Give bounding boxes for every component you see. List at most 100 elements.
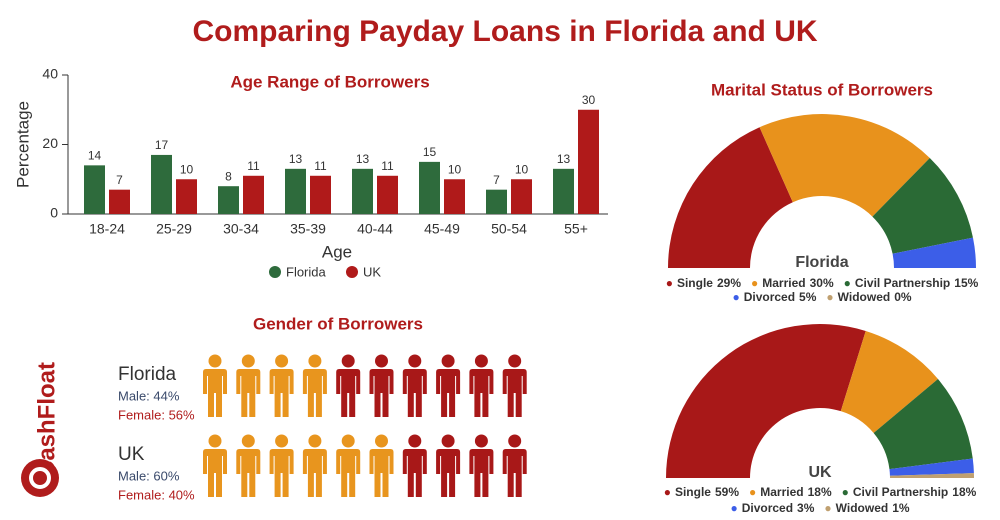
chart-title: Gender of Borrowers — [253, 314, 423, 333]
icon-head — [341, 434, 355, 448]
person-icon — [369, 354, 394, 417]
data-label: 10 — [180, 162, 194, 176]
data-label: 11 — [247, 159, 260, 173]
data-label: 8 — [225, 169, 232, 183]
bar — [578, 109, 599, 214]
icon-head — [275, 354, 289, 368]
icon-head — [241, 354, 255, 368]
icon-body — [236, 369, 261, 417]
y-tick-label: 40 — [42, 66, 58, 82]
person-icon — [436, 354, 461, 417]
x-tick-label: 30-34 — [223, 221, 259, 237]
icon-body — [402, 369, 427, 417]
icon-body — [336, 449, 361, 497]
icon-head — [275, 434, 289, 448]
icon-head — [308, 354, 322, 368]
icon-head — [508, 354, 522, 368]
donut-segment — [872, 158, 973, 254]
icon-head — [375, 434, 388, 448]
icon-body — [203, 449, 227, 497]
donut-segment — [840, 330, 938, 433]
group-label: Florida — [118, 364, 177, 385]
icon-body — [203, 369, 227, 417]
data-label: 30 — [582, 93, 596, 107]
person-icon — [402, 434, 427, 497]
data-label: 17 — [155, 138, 169, 152]
donut-segment — [668, 127, 793, 268]
bar — [84, 165, 105, 214]
legend-row: ● Single 59% ● Married 18% ● Civil Partnership 1… — [664, 485, 977, 499]
bar — [511, 179, 532, 214]
icon-body — [436, 369, 461, 417]
data-label: 11 — [314, 159, 327, 173]
data-label: 14 — [88, 149, 102, 163]
icon-head — [208, 354, 222, 368]
bar — [486, 189, 507, 214]
bar — [377, 175, 398, 214]
legend-marker: ● — [844, 276, 851, 290]
y-axis-label: Percentage — [13, 101, 32, 188]
center-label: Florida — [795, 254, 848, 271]
bar — [419, 161, 440, 214]
icon-body — [336, 369, 361, 417]
legend-marker: ● — [749, 485, 756, 499]
legend-label: Widowed — [838, 290, 891, 304]
legend-label: Divorced — [744, 290, 795, 304]
icon-head — [474, 434, 488, 448]
legend-label: Single — [677, 276, 713, 290]
legend-row: ● Divorced 3% ● Widowed 1% — [730, 501, 909, 515]
bar — [310, 175, 331, 214]
legend-label: UK — [363, 264, 381, 279]
legend-value: 29% — [717, 276, 741, 290]
x-tick-label: 25-29 — [156, 221, 192, 237]
donut-segment — [873, 379, 973, 470]
icon-body — [302, 369, 327, 417]
bar — [352, 168, 373, 214]
legend-marker: ● — [730, 501, 737, 515]
data-label: 10 — [448, 162, 462, 176]
data-label: 13 — [289, 152, 303, 166]
legend-label: Florida — [286, 264, 327, 279]
person-icon — [469, 354, 494, 417]
bar — [151, 154, 172, 214]
legend-value: 0% — [894, 290, 912, 304]
legend-marker — [346, 266, 358, 278]
person-icon — [269, 354, 294, 417]
group-label: UK — [118, 444, 145, 465]
person-icon — [302, 434, 327, 497]
icon-body — [436, 449, 461, 497]
icon-body — [469, 369, 494, 417]
chart-title: Marital Status of Borrowers — [711, 80, 933, 99]
donut-segment — [892, 237, 976, 268]
person-icon — [236, 434, 261, 497]
legend-label: Civil Partnership — [855, 276, 950, 290]
data-label: 11 — [381, 159, 394, 173]
person-icon — [302, 354, 327, 417]
center-label: UK — [808, 464, 832, 481]
legend-row: ● Divorced 5% ● Widowed 0% — [732, 290, 911, 304]
donut-segment — [889, 473, 974, 478]
bar — [109, 189, 130, 214]
legend-row: ● Single 29% ● Married 30% ● Civil Partnership 1… — [666, 276, 979, 290]
legend-marker: ● — [826, 290, 833, 304]
icon-body — [269, 369, 294, 417]
icon-head — [508, 434, 522, 448]
x-tick-label: 45-49 — [424, 221, 460, 237]
logo-badge — [21, 459, 59, 497]
legend-value: 18% — [952, 485, 976, 499]
x-axis-label: Age — [322, 242, 352, 261]
legend-marker: ● — [666, 276, 673, 290]
icon-head — [241, 434, 255, 448]
x-tick-label: 18-24 — [89, 221, 125, 237]
x-tick-label: 35-39 — [290, 221, 326, 237]
legend-marker: ● — [732, 290, 739, 304]
icon-body — [369, 449, 394, 497]
legend-value: 5% — [799, 290, 817, 304]
data-label: 13 — [557, 152, 571, 166]
person-icon — [502, 354, 527, 417]
icon-head — [474, 354, 488, 368]
person-icon — [436, 434, 461, 497]
x-tick-label: 55+ — [564, 221, 588, 237]
y-tick-label: 0 — [50, 205, 58, 221]
